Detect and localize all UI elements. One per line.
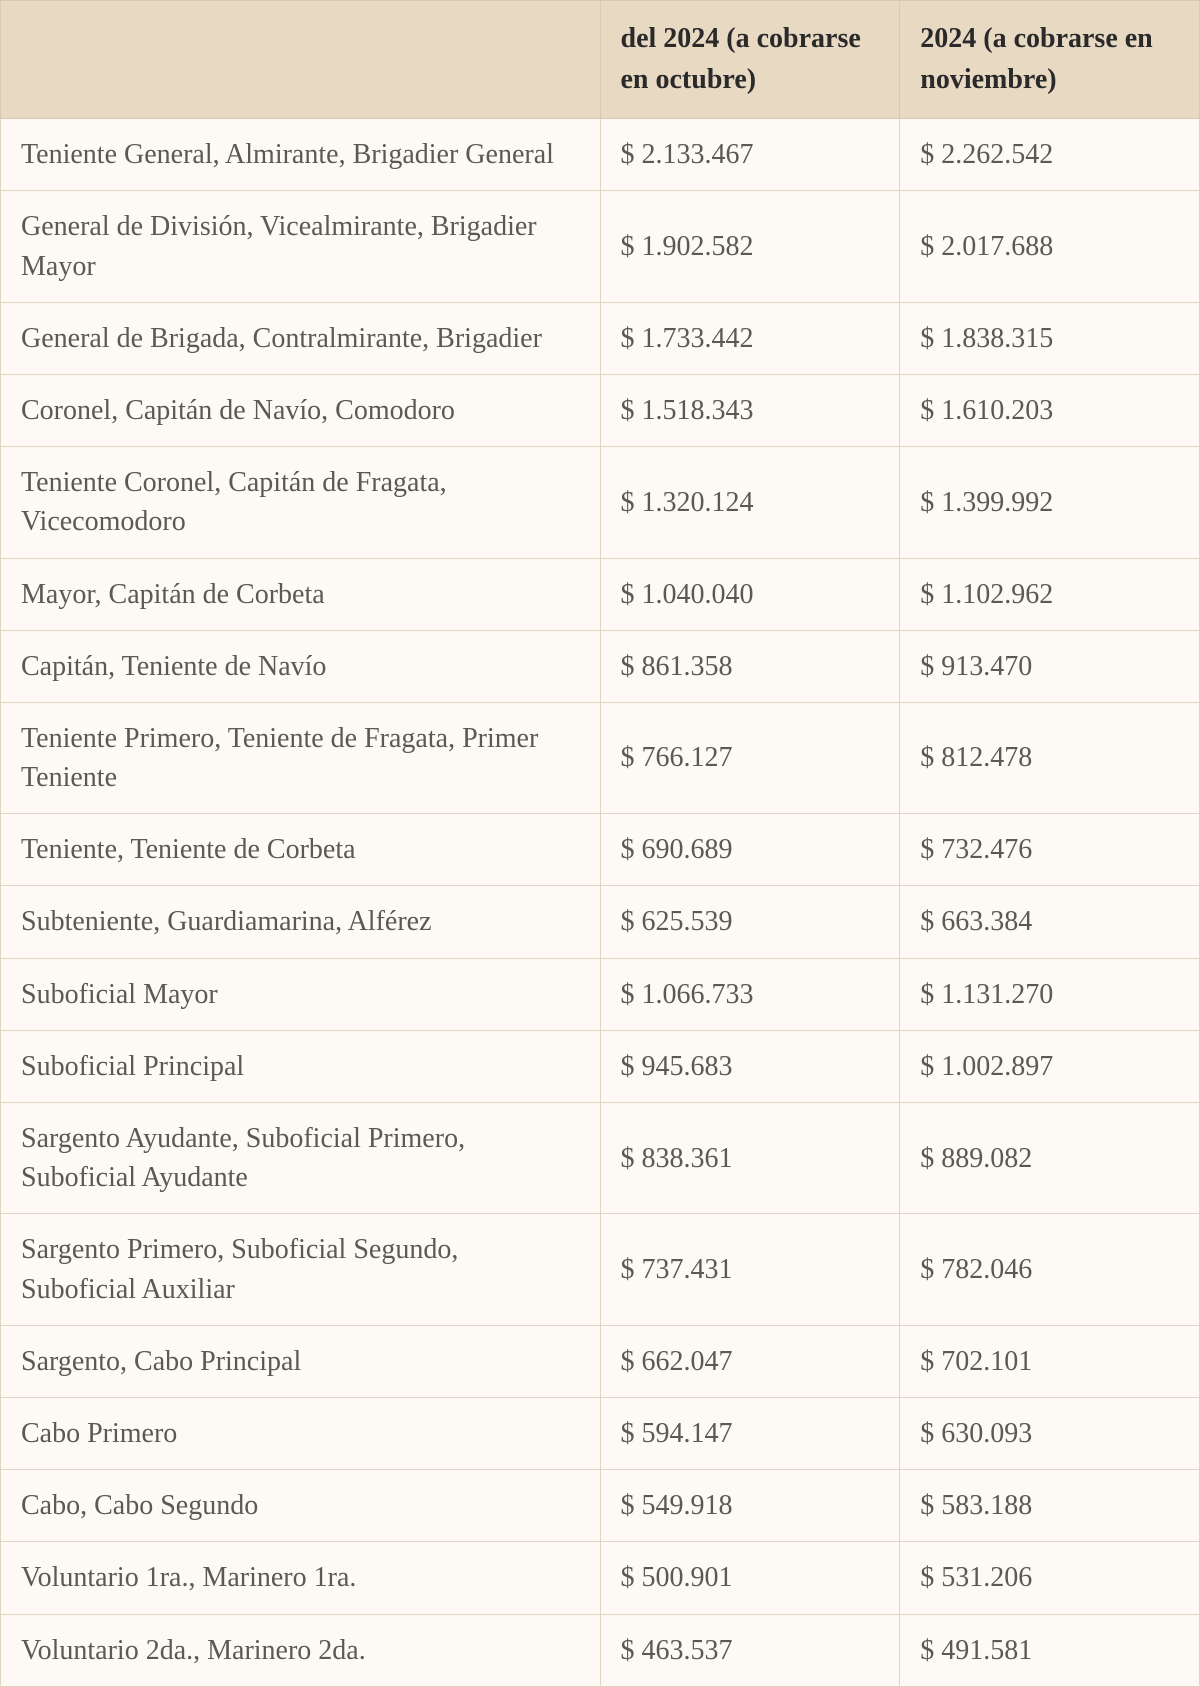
- header-oct: del 2024 (a cobrarse en octubre): [600, 1, 900, 119]
- table-row: Subteniente, Guardiamarina, Alférez$ 625…: [1, 886, 1200, 958]
- oct-cell: $ 838.361: [600, 1103, 900, 1214]
- table-row: Cabo Primero$ 594.147$ 630.093: [1, 1397, 1200, 1469]
- table-row: Teniente, Teniente de Corbeta$ 690.689$ …: [1, 814, 1200, 886]
- rank-cell: Voluntario 1ra., Marinero 1ra.: [1, 1542, 601, 1614]
- table-row: Cabo, Cabo Segundo$ 549.918$ 583.188: [1, 1470, 1200, 1542]
- nov-cell: $ 889.082: [900, 1103, 1200, 1214]
- nov-cell: $ 702.101: [900, 1325, 1200, 1397]
- rank-cell: Suboficial Mayor: [1, 958, 601, 1030]
- nov-cell: $ 531.206: [900, 1542, 1200, 1614]
- nov-cell: $ 913.470: [900, 630, 1200, 702]
- table-row: Teniente Coronel, Capitán de Fragata, Vi…: [1, 447, 1200, 558]
- rank-cell: Sargento Ayudante, Suboficial Primero, S…: [1, 1103, 601, 1214]
- nov-cell: $ 630.093: [900, 1397, 1200, 1469]
- rank-cell: Suboficial Principal: [1, 1030, 601, 1102]
- table-row: Sargento Ayudante, Suboficial Primero, S…: [1, 1103, 1200, 1214]
- salary-table: del 2024 (a cobrarse en octubre) 2024 (a…: [0, 0, 1200, 1687]
- table-row: Voluntario 1ra., Marinero 1ra.$ 500.901$…: [1, 1542, 1200, 1614]
- rank-cell: Teniente, Teniente de Corbeta: [1, 814, 601, 886]
- rank-cell: Coronel, Capitán de Navío, Comodoro: [1, 374, 601, 446]
- rank-cell: Teniente Coronel, Capitán de Fragata, Vi…: [1, 447, 601, 558]
- rank-cell: Teniente Primero, Teniente de Fragata, P…: [1, 702, 601, 813]
- oct-cell: $ 594.147: [600, 1397, 900, 1469]
- header-rank: [1, 1, 601, 119]
- rank-cell: Sargento, Cabo Principal: [1, 1325, 601, 1397]
- oct-cell: $ 1.902.582: [600, 191, 900, 302]
- oct-cell: $ 662.047: [600, 1325, 900, 1397]
- table-row: General de División, Vicealmirante, Brig…: [1, 191, 1200, 302]
- nov-cell: $ 583.188: [900, 1470, 1200, 1542]
- rank-cell: Mayor, Capitán de Corbeta: [1, 558, 601, 630]
- table-header: del 2024 (a cobrarse en octubre) 2024 (a…: [1, 1, 1200, 119]
- nov-cell: $ 732.476: [900, 814, 1200, 886]
- oct-cell: $ 737.431: [600, 1214, 900, 1325]
- table-row: Capitán, Teniente de Navío$ 861.358$ 913…: [1, 630, 1200, 702]
- nov-cell: $ 812.478: [900, 702, 1200, 813]
- header-nov: 2024 (a cobrarse en noviembre): [900, 1, 1200, 119]
- table-row: Suboficial Mayor$ 1.066.733$ 1.131.270: [1, 958, 1200, 1030]
- table-row: Suboficial Principal$ 945.683$ 1.002.897: [1, 1030, 1200, 1102]
- table-row: Sargento, Cabo Principal$ 662.047$ 702.1…: [1, 1325, 1200, 1397]
- oct-cell: $ 945.683: [600, 1030, 900, 1102]
- table-row: Coronel, Capitán de Navío, Comodoro$ 1.5…: [1, 374, 1200, 446]
- nov-cell: $ 1.131.270: [900, 958, 1200, 1030]
- oct-cell: $ 549.918: [600, 1470, 900, 1542]
- rank-cell: General de Brigada, Contralmirante, Brig…: [1, 302, 601, 374]
- oct-cell: $ 690.689: [600, 814, 900, 886]
- oct-cell: $ 625.539: [600, 886, 900, 958]
- nov-cell: $ 2.262.542: [900, 119, 1200, 191]
- oct-cell: $ 1.733.442: [600, 302, 900, 374]
- rank-cell: Subteniente, Guardiamarina, Alférez: [1, 886, 601, 958]
- table-row: Mayor, Capitán de Corbeta$ 1.040.040$ 1.…: [1, 558, 1200, 630]
- table-row: Voluntario 2da., Marinero 2da.$ 463.537$…: [1, 1614, 1200, 1686]
- oct-cell: $ 2.133.467: [600, 119, 900, 191]
- nov-cell: $ 1.399.992: [900, 447, 1200, 558]
- oct-cell: $ 1.518.343: [600, 374, 900, 446]
- rank-cell: Capitán, Teniente de Navío: [1, 630, 601, 702]
- table-row: General de Brigada, Contralmirante, Brig…: [1, 302, 1200, 374]
- table-row: Teniente Primero, Teniente de Fragata, P…: [1, 702, 1200, 813]
- nov-cell: $ 2.017.688: [900, 191, 1200, 302]
- oct-cell: $ 1.320.124: [600, 447, 900, 558]
- rank-cell: Teniente General, Almirante, Brigadier G…: [1, 119, 601, 191]
- rank-cell: Cabo Primero: [1, 1397, 601, 1469]
- nov-cell: $ 782.046: [900, 1214, 1200, 1325]
- rank-cell: Sargento Primero, Suboficial Segundo, Su…: [1, 1214, 601, 1325]
- nov-cell: $ 663.384: [900, 886, 1200, 958]
- nov-cell: $ 491.581: [900, 1614, 1200, 1686]
- oct-cell: $ 766.127: [600, 702, 900, 813]
- nov-cell: $ 1.610.203: [900, 374, 1200, 446]
- oct-cell: $ 1.040.040: [600, 558, 900, 630]
- oct-cell: $ 500.901: [600, 1542, 900, 1614]
- nov-cell: $ 1.102.962: [900, 558, 1200, 630]
- oct-cell: $ 463.537: [600, 1614, 900, 1686]
- table-row: Teniente General, Almirante, Brigadier G…: [1, 119, 1200, 191]
- table-body: Teniente General, Almirante, Brigadier G…: [1, 119, 1200, 1687]
- rank-cell: General de División, Vicealmirante, Brig…: [1, 191, 601, 302]
- rank-cell: Cabo, Cabo Segundo: [1, 1470, 601, 1542]
- rank-cell: Voluntario 2da., Marinero 2da.: [1, 1614, 601, 1686]
- table-row: Sargento Primero, Suboficial Segundo, Su…: [1, 1214, 1200, 1325]
- nov-cell: $ 1.002.897: [900, 1030, 1200, 1102]
- oct-cell: $ 1.066.733: [600, 958, 900, 1030]
- oct-cell: $ 861.358: [600, 630, 900, 702]
- nov-cell: $ 1.838.315: [900, 302, 1200, 374]
